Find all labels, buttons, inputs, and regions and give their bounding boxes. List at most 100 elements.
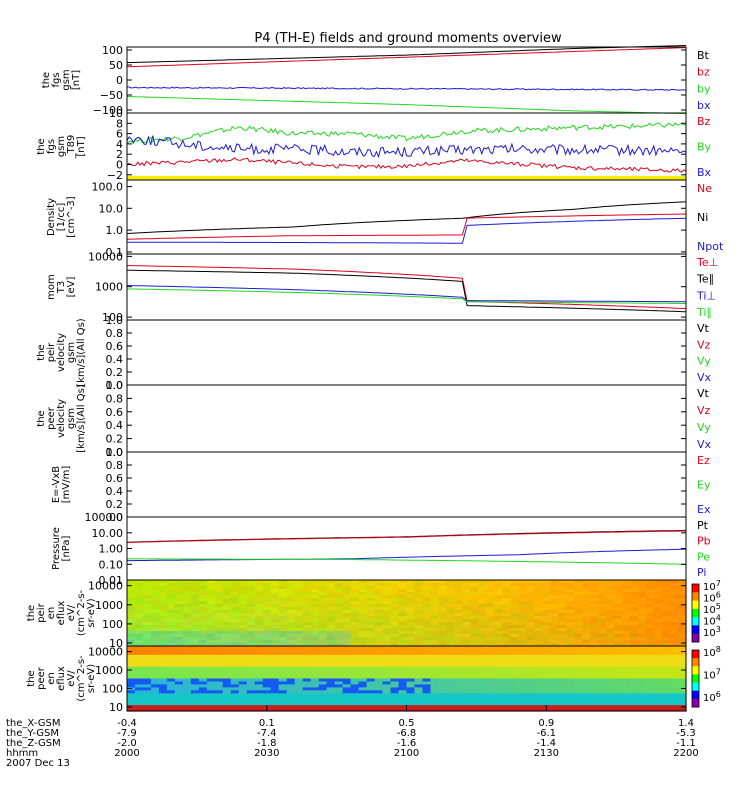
peir_en-cell xyxy=(398,625,408,629)
peer_en-cell xyxy=(182,651,192,656)
peer_en-cell xyxy=(406,693,416,697)
peer_en-cell xyxy=(550,649,559,653)
peer_en-cell xyxy=(135,646,144,650)
peer_en-cell xyxy=(566,672,575,677)
peer_en-cell xyxy=(214,649,224,653)
peir_en-cell xyxy=(214,595,224,599)
peir_en-cell xyxy=(358,625,368,629)
peir_en-cell xyxy=(494,631,503,635)
peer_en-cell xyxy=(310,649,320,653)
peir_en-ylabel: (cm^2-s- xyxy=(76,589,87,636)
peir_en-cell xyxy=(214,598,224,602)
peer_en-cell xyxy=(462,696,471,700)
peer_en-cell xyxy=(390,649,400,653)
peir_en-cell xyxy=(374,643,384,647)
peer_en-cell xyxy=(542,669,551,674)
peir_en-cell xyxy=(542,622,551,626)
peer_en-cell xyxy=(574,657,583,662)
peir_en-cell xyxy=(470,622,479,626)
peir_en-cell xyxy=(566,589,575,593)
peer_en-cell xyxy=(382,690,392,694)
peir_en-cell xyxy=(398,628,408,632)
peir_en-cell xyxy=(486,604,495,608)
peer_en-cell xyxy=(630,672,639,677)
peer_en-cell xyxy=(510,690,519,694)
peir_en-cell xyxy=(526,637,535,641)
peir_en-cell xyxy=(174,631,184,635)
peer_en-cell xyxy=(494,705,503,709)
peir_en-cell xyxy=(310,622,320,626)
peer_en-cell xyxy=(166,669,176,674)
peir_en-cell xyxy=(678,589,687,593)
peir_en-cell xyxy=(662,598,671,602)
peer_en-cell xyxy=(582,681,591,686)
peer_en-cell xyxy=(278,651,288,656)
peer_en-cell xyxy=(670,666,679,671)
peir_en-cell xyxy=(430,613,440,617)
peer_en-cell xyxy=(638,654,647,659)
peir_en-cell xyxy=(143,619,152,623)
peer_en-cell xyxy=(270,681,280,686)
peir_en-cell xyxy=(143,595,152,599)
fgs-legend-red: bz xyxy=(697,66,710,79)
peer_en-cell xyxy=(398,651,408,656)
peir_en-cell xyxy=(406,595,416,599)
peer_en-cell xyxy=(246,669,256,674)
peer_en-cell xyxy=(326,708,336,712)
peir_en-cell xyxy=(678,631,687,635)
peir_en-cell xyxy=(158,586,168,590)
fgs2-ytick-label: 10 xyxy=(109,107,123,120)
peir_en-cell xyxy=(438,631,447,635)
peir_en-cell xyxy=(662,583,671,587)
peer_en-cell xyxy=(214,654,224,659)
peer_en-cell xyxy=(127,657,136,662)
peir_en-cell xyxy=(646,619,655,623)
peer_en-cell xyxy=(366,660,376,665)
peir_en-cell xyxy=(502,634,511,638)
peir_en-cell xyxy=(462,592,471,596)
peer_en-cell xyxy=(558,681,567,686)
peer_en-cell xyxy=(582,690,591,694)
peer_en-cell xyxy=(270,693,280,697)
peir_en-cell xyxy=(654,625,663,629)
peir_en-cell xyxy=(526,583,535,587)
peir_en-cell xyxy=(254,586,264,590)
peer_en-cell xyxy=(262,690,272,694)
peer_en-cell xyxy=(558,649,567,653)
peer_en-cell xyxy=(622,702,631,706)
peer_en-cell xyxy=(406,690,416,694)
peer_en-cell xyxy=(510,699,519,703)
peir_en-cell xyxy=(510,616,519,620)
peir_en-cell xyxy=(558,628,567,632)
peer_en-cell xyxy=(342,678,352,683)
peer_en-cell xyxy=(574,672,583,677)
peer_en-cell xyxy=(174,699,184,703)
peer_en-cell xyxy=(198,699,208,703)
peer_en-cell xyxy=(310,654,320,659)
peer_en-cell xyxy=(278,646,288,650)
peer_en-cell xyxy=(638,699,647,703)
peir_en-cell xyxy=(143,616,152,620)
peer_en-cell xyxy=(390,699,400,703)
peer_en-cell xyxy=(206,693,216,697)
peir_en-cell xyxy=(430,595,440,599)
peir_en-cell xyxy=(582,622,591,626)
peer_en-cell xyxy=(622,654,631,659)
peir_en-cell xyxy=(143,598,152,602)
peer_en-cell xyxy=(182,696,192,700)
temp-series-Ti⊥ xyxy=(126,285,686,303)
peir_en-cell xyxy=(446,598,455,602)
peer_en-cell xyxy=(646,646,655,650)
peir_en-cell xyxy=(406,643,416,647)
peir_en-cell xyxy=(174,586,184,590)
peer_en-cell xyxy=(622,666,631,671)
peir_en-cell xyxy=(614,610,623,614)
peer_en-cell xyxy=(262,649,272,653)
peir_en-cell xyxy=(326,640,336,644)
peir_en-cell xyxy=(230,616,240,620)
peir_en-cell xyxy=(342,634,352,638)
peir_en-cell xyxy=(230,598,240,602)
peir_en-cell xyxy=(678,607,687,611)
peir_en-cell xyxy=(294,634,304,638)
peer_v-ytick-label: 1.0 xyxy=(106,379,124,392)
